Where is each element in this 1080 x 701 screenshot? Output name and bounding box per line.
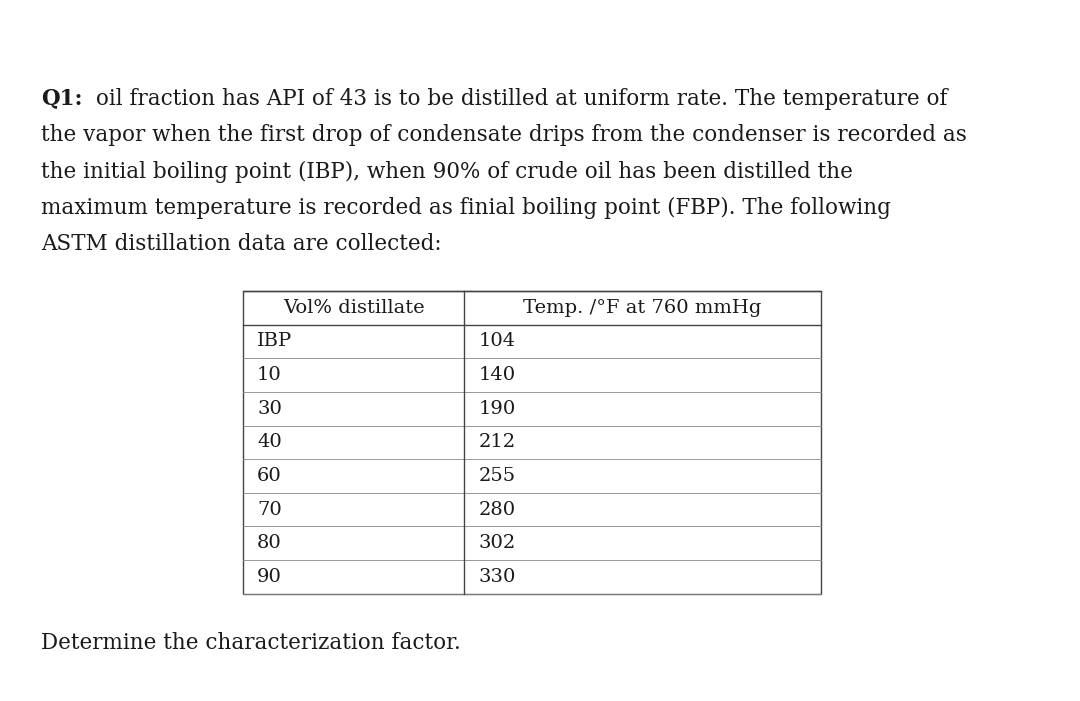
Text: IBP: IBP [257, 332, 293, 350]
Text: Temp. /°F at 760 mmHg: Temp. /°F at 760 mmHg [524, 299, 761, 317]
Text: the initial boiling point (IBP), when 90% of crude oil has been distilled the: the initial boiling point (IBP), when 90… [41, 161, 853, 183]
Text: 60: 60 [257, 467, 282, 485]
Text: 302: 302 [478, 534, 515, 552]
Text: 30: 30 [257, 400, 282, 418]
Text: Vol% distillate: Vol% distillate [283, 299, 424, 317]
Text: 255: 255 [478, 467, 515, 485]
Text: the vapor when the first drop of condensate drips from the condenser is recorded: the vapor when the first drop of condens… [41, 124, 967, 146]
Text: 40: 40 [257, 433, 282, 451]
Text: Determine the characterization factor.: Determine the characterization factor. [41, 632, 461, 654]
Text: 140: 140 [478, 366, 515, 384]
Text: 280: 280 [478, 501, 515, 519]
Text: 80: 80 [257, 534, 282, 552]
Text: maximum temperature is recorded as finial boiling point (FBP). The following: maximum temperature is recorded as finia… [41, 197, 891, 219]
Text: 90: 90 [257, 568, 282, 586]
Text: ASTM distillation data are collected:: ASTM distillation data are collected: [41, 233, 442, 255]
Text: 70: 70 [257, 501, 282, 519]
Text: Q1:: Q1: [41, 88, 82, 109]
Text: 212: 212 [478, 433, 515, 451]
Text: 10: 10 [257, 366, 282, 384]
Text: oil fraction has API of 43 is to be distilled at uniform rate. The temperature o: oil fraction has API of 43 is to be dist… [89, 88, 947, 109]
Text: 330: 330 [478, 568, 516, 586]
Text: 190: 190 [478, 400, 515, 418]
Text: 104: 104 [478, 332, 515, 350]
Bar [243, 291, 821, 594]
